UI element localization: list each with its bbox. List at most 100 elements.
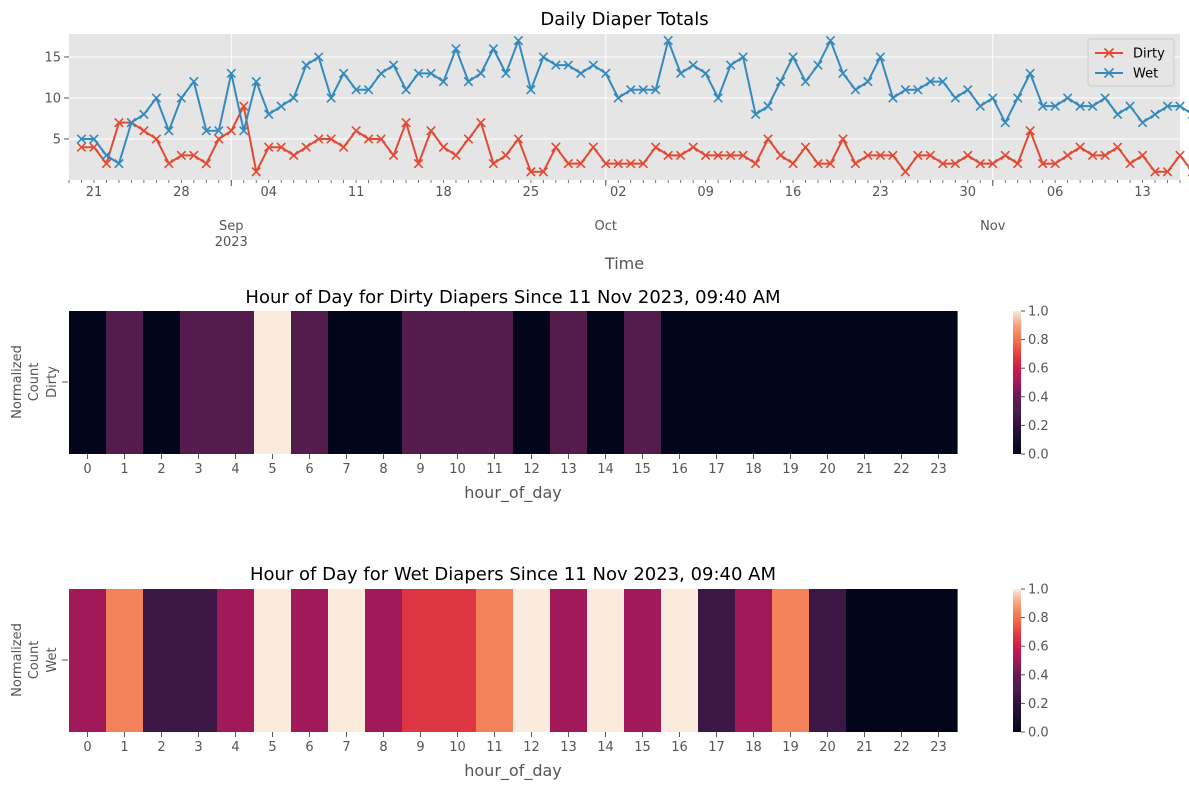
data-point-dirty [551,142,561,152]
colorbar-tick-label: 0.0 [1028,448,1049,463]
x-tick-label: 17 [708,740,725,755]
data-point-wet [1087,101,1098,111]
x-tick-label: 0 [83,740,91,755]
colorbar-tick-label: 0.0 [1028,726,1049,741]
data-point-dirty [313,134,324,144]
y-tick-label: 5 [53,132,61,147]
x-tick-label: 21 [856,740,873,755]
data-point-wet [987,93,998,103]
data-point-dirty [938,158,948,169]
x-year-label: 2023 [215,235,248,250]
x-tick-label: 11 [486,740,503,755]
data-point-dirty [888,150,898,161]
legend-dirty-label: Dirty [1133,47,1165,62]
data-point-wet [688,60,698,70]
heatmap-cell [587,589,625,732]
wet-colorbar: 0.0 0.2 0.4 0.6 0.8 1.0 [1013,583,1049,741]
data-point-dirty [201,158,212,169]
data-point-dirty [863,150,873,161]
data-point-wet [76,134,87,144]
data-point-wet [1112,109,1123,120]
data-point-dirty [1125,158,1135,169]
x-tick-label: 1 [120,740,128,755]
data-point-dirty [875,150,886,161]
x-tick-label: 4 [231,462,239,477]
data-point-dirty [76,142,87,152]
data-point-wet [838,68,848,79]
data-point-dirty [1112,142,1123,152]
wet-heatmap-ylabel-line2: Count [27,641,42,680]
data-point-wet [413,68,424,79]
colorbar-tick-label: 0.6 [1028,362,1049,377]
x-tick-label: 10 [449,740,466,755]
heatmap-cell [624,589,662,732]
x-tick-label: 3 [194,740,202,755]
line-chart-legend: Dirty Wet [1087,38,1175,87]
wet-heatmap-title: Hour of Day for Wet Diapers Since 11 Nov… [250,564,776,585]
dirty-colorbar: 0.0 0.2 0.4 0.6 0.8 1.0 [1013,305,1049,463]
data-point-wet [401,85,411,95]
wet-heatmap-cells [69,589,958,732]
heatmap-cell [106,311,144,454]
heatmap-cell [328,311,366,454]
data-point-dirty [326,134,336,144]
x-tick-label: 11 [348,185,365,200]
data-point-dirty [700,150,711,161]
data-point-dirty [1062,150,1073,161]
data-point-dirty [501,150,511,161]
x-tick-label: 15 [634,462,651,477]
data-point-wet [625,85,636,95]
colorbar-tick-label: 1.0 [1028,583,1049,598]
heatmap-cell [550,589,588,732]
data-point-wet [913,85,923,95]
data-point-wet [488,43,499,54]
x-tick-label: 0 [83,462,91,477]
x-tick-label: 04 [260,185,277,200]
x-tick-label: 2 [157,462,165,477]
data-point-wet [663,35,673,46]
line-chart-gridlines [69,34,1180,180]
data-point-dirty [838,134,848,144]
data-point-wet [513,35,524,46]
data-point-wet [164,126,174,136]
data-point-wet [1125,101,1135,111]
data-point-wet [675,68,686,79]
colorbar-tick-label: 0.2 [1028,697,1049,712]
data-point-dirty [825,158,836,169]
x-tick-label: 19 [782,462,799,477]
data-point-dirty [288,150,299,161]
x-tick-label: 12 [523,740,540,755]
heatmap-cell [698,589,736,732]
legend-dirty-marker [1103,47,1115,59]
data-point-wet [725,60,736,70]
x-tick-label: 22 [893,462,910,477]
data-point-wet [238,126,249,136]
data-point-dirty [1137,150,1148,161]
data-point-wet [888,93,898,103]
data-point-wet [1162,101,1173,111]
data-point-dirty [451,150,461,161]
data-point-dirty [1000,150,1011,161]
x-tick-label: 15 [634,740,651,755]
data-point-wet [451,43,461,54]
data-point-dirty [214,134,224,144]
data-point-dirty [426,126,436,136]
heatmap-cell [254,589,292,732]
data-point-dirty [625,158,636,169]
x-tick-label: 5 [268,740,276,755]
colorbar-tick-label: 0.2 [1028,419,1049,434]
data-point-wet [226,68,237,79]
data-point-wet [363,85,374,95]
data-point-wet [139,109,149,120]
heatmap-cell [698,311,736,454]
series-line-dirty [81,105,1189,173]
heatmap-cell [402,589,440,732]
heatmap-cell [772,589,810,732]
data-point-wet [963,85,973,95]
data-point-wet [800,76,811,87]
x-tick-label: 12 [523,462,540,477]
data-point-wet [351,85,361,95]
data-point-dirty [675,150,686,161]
line-chart-xlabel: Time [604,254,644,273]
data-point-wet [925,76,936,87]
